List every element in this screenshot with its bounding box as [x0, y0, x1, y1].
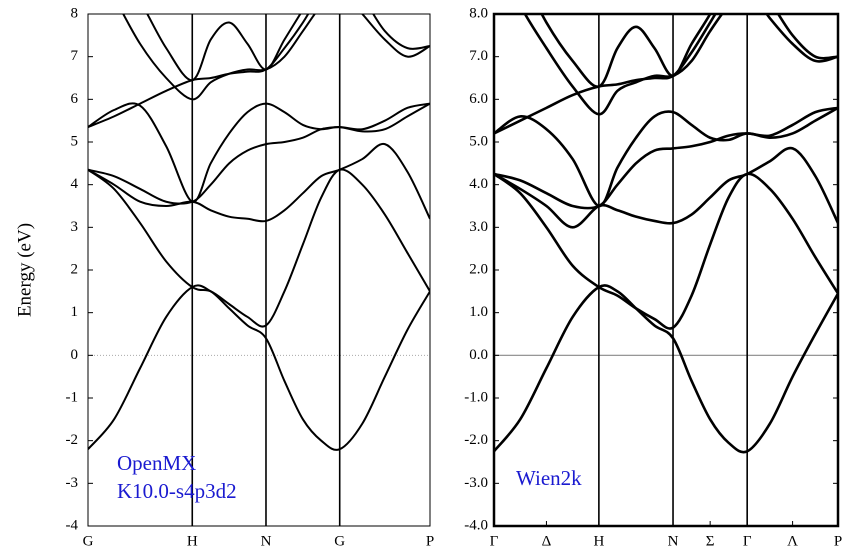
band-line	[494, 284, 838, 454]
y-tick-label: -3	[66, 475, 79, 491]
annotation: OpenMX	[117, 451, 196, 475]
band-line	[88, 102, 430, 203]
x-tick-label: N	[261, 533, 272, 549]
x-tick-label: H	[187, 533, 198, 549]
chart-panel: -4 -3 -2 -1 0 1 2 3 4 5 6 7 8 G H N G P Energy (eV) OpenMX K…	[14, 5, 434, 549]
bands	[88, 14, 430, 451]
y-tick-label: 5.0	[469, 133, 488, 149]
band-line	[494, 146, 838, 229]
x-tick-label: Γ	[743, 533, 752, 549]
band-line	[494, 172, 838, 330]
band-line	[88, 102, 430, 205]
band-line	[88, 168, 430, 328]
y-tick-label: -2	[66, 432, 79, 448]
x-tick-label: H	[593, 533, 604, 549]
y-tick-label: 3.0	[469, 219, 488, 235]
band-line	[88, 284, 430, 451]
y-tick-label: 5	[71, 133, 79, 149]
y-tick-label: 6	[71, 91, 79, 107]
x-tick-label: P	[834, 533, 842, 549]
annotation: K10.0-s4p3d2	[117, 479, 237, 503]
y-tick-label: 0.0	[469, 347, 488, 363]
y-tick-label: 2	[71, 261, 79, 277]
annotation: Wien2k	[516, 466, 582, 490]
x-tick-label: G	[334, 533, 345, 549]
band-line	[494, 106, 838, 208]
x-tick-label: Γ	[490, 533, 499, 549]
x-tick-label: Σ	[706, 533, 715, 549]
y-tick-label: -1.0	[464, 389, 488, 405]
x-tick-label: Δ	[542, 533, 552, 549]
y-tick-label: 4.0	[469, 176, 488, 192]
bands	[494, 14, 838, 454]
x-tick-label: N	[668, 533, 679, 549]
y-tick-label: 1.0	[469, 304, 488, 320]
y-tick-label: 4	[71, 176, 79, 192]
x-tick-label: P	[426, 533, 434, 549]
band-line	[122, 14, 430, 101]
y-tick-label: 1	[71, 304, 79, 320]
y-tick-label: -3.0	[464, 475, 488, 491]
y-axis-label: Energy (eV)	[14, 223, 35, 317]
y-tick-label: 8.0	[469, 5, 488, 21]
y-tick-label: 2.0	[469, 261, 488, 277]
band-line	[88, 142, 430, 223]
band-line	[146, 14, 302, 82]
band-line	[540, 14, 712, 88]
plot-frame	[492, 12, 840, 528]
y-tick-label: -4.0	[464, 517, 488, 533]
band-line	[523, 14, 838, 116]
y-tick-label: 3	[71, 219, 79, 235]
x-tick-label: G	[83, 533, 94, 549]
y-tick-label: -2.0	[464, 432, 488, 448]
chart-panel: -4.0 -3.0 -2.0 -1.0 0.0 1.0 2.0 3.0 4.0 5.0 6.0 7.0…	[464, 5, 842, 549]
y-tick-label: 7	[71, 48, 79, 64]
plot-frame	[87, 13, 431, 527]
y-tick-label: 7.0	[469, 48, 488, 64]
band-line	[494, 106, 838, 210]
y-tick-label: -1	[66, 389, 79, 405]
y-tick-label: 0	[71, 347, 79, 363]
x-tick-label: Λ	[787, 533, 798, 549]
y-tick-label: 6.0	[469, 91, 488, 107]
y-tick-label: 8	[71, 5, 79, 21]
y-tick-label: -4	[66, 517, 79, 533]
